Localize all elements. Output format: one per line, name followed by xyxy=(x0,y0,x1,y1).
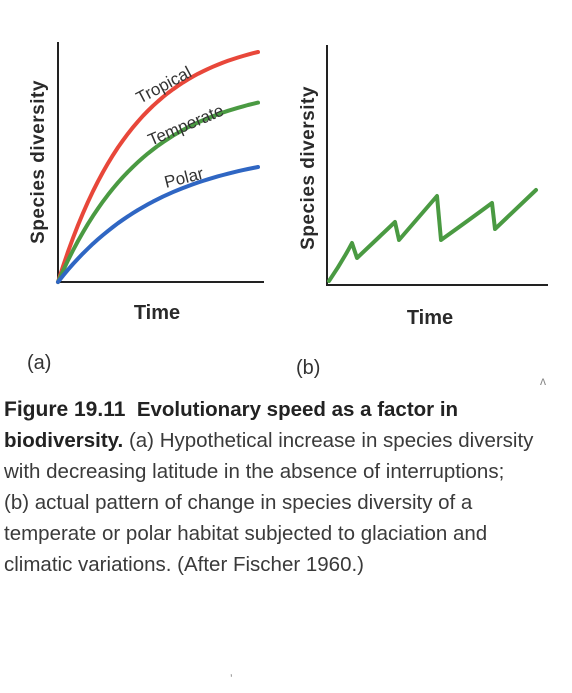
caption-title: Evolutionary speed as a factor in xyxy=(136,398,459,421)
caption-part-a: (a) Hypothetical increase in species div… xyxy=(128,429,534,452)
panel-b-label: (b) xyxy=(296,357,320,379)
polar-curve xyxy=(56,165,260,284)
panel-a-y-axis-label: Species diversity xyxy=(28,80,49,244)
scan-speck: ʼ xyxy=(230,672,233,686)
panel-b: Species diversity Time (b) xyxy=(296,45,548,379)
caption-line-4: (b) actual pattern of change in species … xyxy=(4,491,473,514)
temperate-label: Temperate xyxy=(145,101,226,150)
tropical-curve xyxy=(56,50,260,284)
figure-caption: Figure 19.11 Evolutionary speed as a fac… xyxy=(4,394,564,580)
scan-speck: ʌ xyxy=(540,374,546,388)
figure-number: Figure 19.11 xyxy=(4,398,126,421)
caption-line-6: climatic variations. (After Fischer 1960… xyxy=(4,553,365,576)
tropical-label: Tropical xyxy=(133,63,195,108)
caption-title-cont: biodiversity. xyxy=(4,429,124,452)
panel-a-x-axis-label: Time xyxy=(134,302,180,324)
panel-a-label: (a) xyxy=(27,352,51,374)
caption-line-1: Figure 19.11 Evolutionary speed as a fac… xyxy=(4,394,564,425)
panel-a: Species diversity Tropical Temperate Pol… xyxy=(27,42,264,374)
figure-graphs: Species diversity Tropical Temperate Pol… xyxy=(27,42,548,379)
panel-b-y-axis-label: Species diversity xyxy=(298,86,319,250)
caption-line-3: with decreasing latitude in the absence … xyxy=(4,460,505,483)
temperate-curve xyxy=(56,100,260,284)
panel-b-x-axis-label: Time xyxy=(407,307,453,329)
sawtooth-curve xyxy=(327,188,538,283)
caption-line-5: temperate or polar habitat subjected to … xyxy=(4,522,488,545)
caption-line-2: biodiversity. (a) Hypothetical increase … xyxy=(4,425,564,456)
